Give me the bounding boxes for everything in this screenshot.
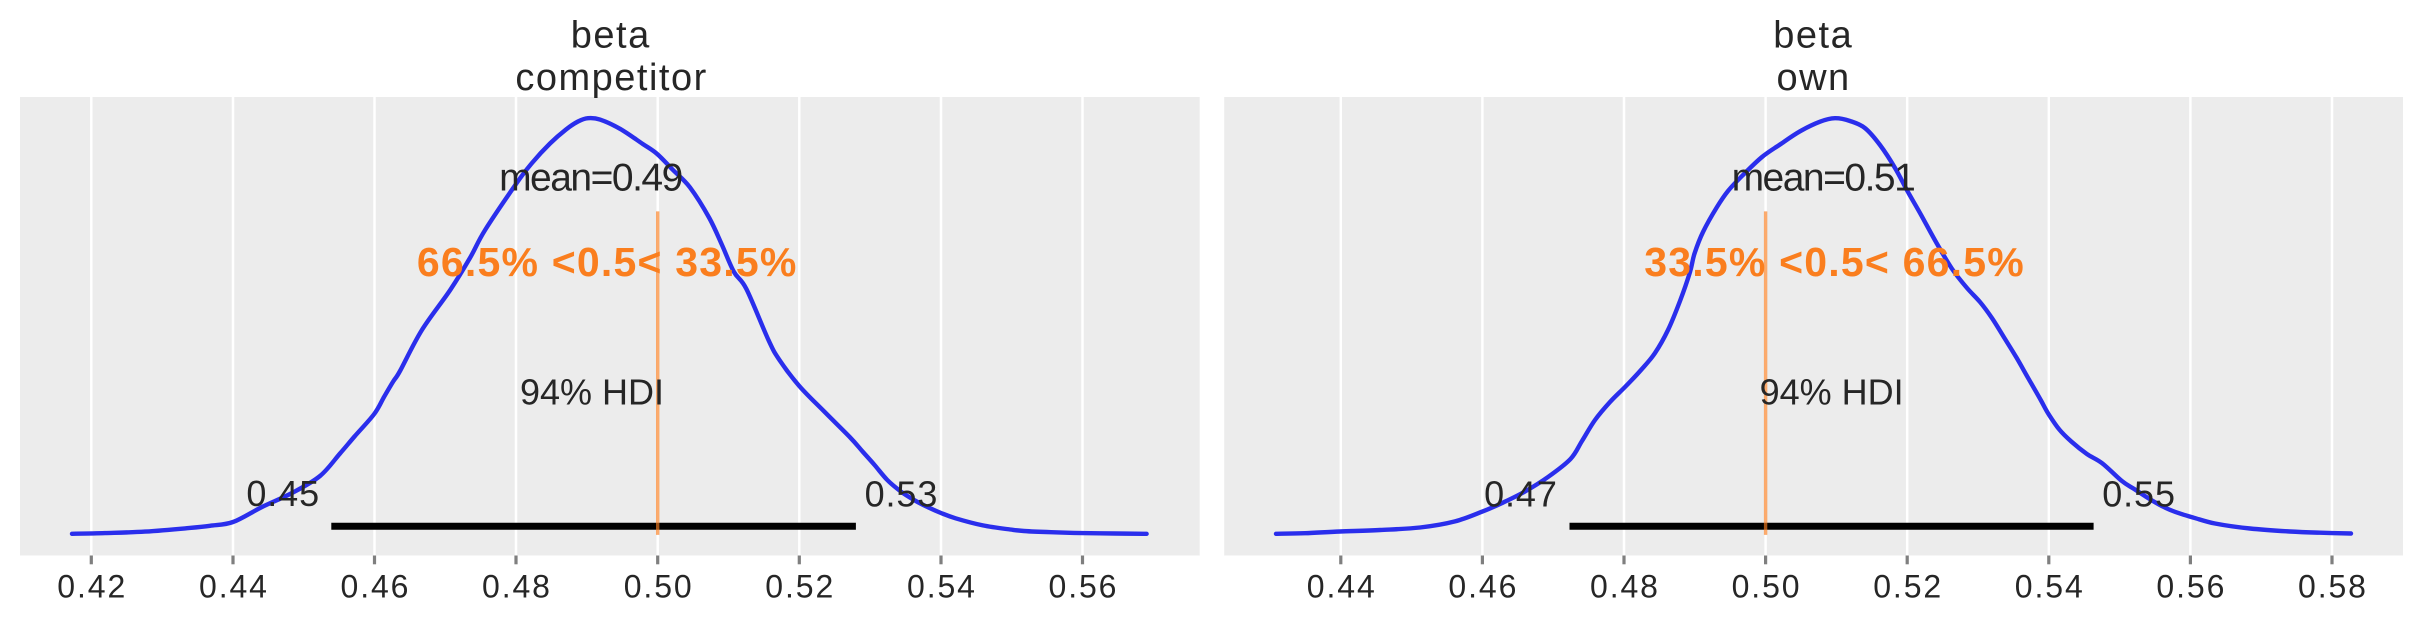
svg-text:33.5% <0.5< 66.5%: 33.5% <0.5< 66.5% (1644, 239, 2025, 285)
svg-text:0.54: 0.54 (2015, 569, 2085, 605)
svg-text:66.5% <0.5< 33.5%: 66.5% <0.5< 33.5% (417, 239, 798, 285)
svg-text:0.58: 0.58 (2298, 569, 2368, 605)
svg-text:0.44: 0.44 (1307, 569, 1377, 605)
svg-text:94% HDI: 94% HDI (520, 372, 664, 413)
svg-text:0.54: 0.54 (907, 569, 977, 605)
svg-text:0.52: 0.52 (765, 569, 835, 605)
svg-text:0.47: 0.47 (1484, 473, 1558, 514)
svg-text:0.48: 0.48 (1590, 569, 1660, 605)
svg-text:0.56: 0.56 (1049, 569, 1119, 605)
svg-text:0.44: 0.44 (199, 569, 269, 605)
svg-text:mean=0.49: mean=0.49 (499, 156, 682, 199)
svg-text:mean=0.51: mean=0.51 (1732, 156, 1915, 199)
svg-text:0.56: 0.56 (2156, 569, 2226, 605)
svg-text:0.53: 0.53 (865, 473, 939, 514)
svg-text:0.46: 0.46 (341, 569, 411, 605)
svg-text:0.42: 0.42 (57, 569, 127, 605)
svg-text:0.48: 0.48 (482, 569, 552, 605)
svg-text:0.55: 0.55 (2102, 474, 2176, 515)
svg-text:beta: beta (1773, 15, 1853, 57)
svg-text:own: own (1776, 57, 1850, 99)
svg-text:94% HDI: 94% HDI (1760, 372, 1904, 413)
svg-text:0.50: 0.50 (624, 569, 694, 605)
svg-text:0.45: 0.45 (246, 473, 320, 514)
svg-text:0.46: 0.46 (1448, 569, 1518, 605)
svg-text:0.50: 0.50 (1732, 569, 1802, 605)
svg-text:beta: beta (571, 15, 651, 57)
svg-text:competitor: competitor (515, 57, 707, 99)
svg-text:0.52: 0.52 (1873, 569, 1943, 605)
